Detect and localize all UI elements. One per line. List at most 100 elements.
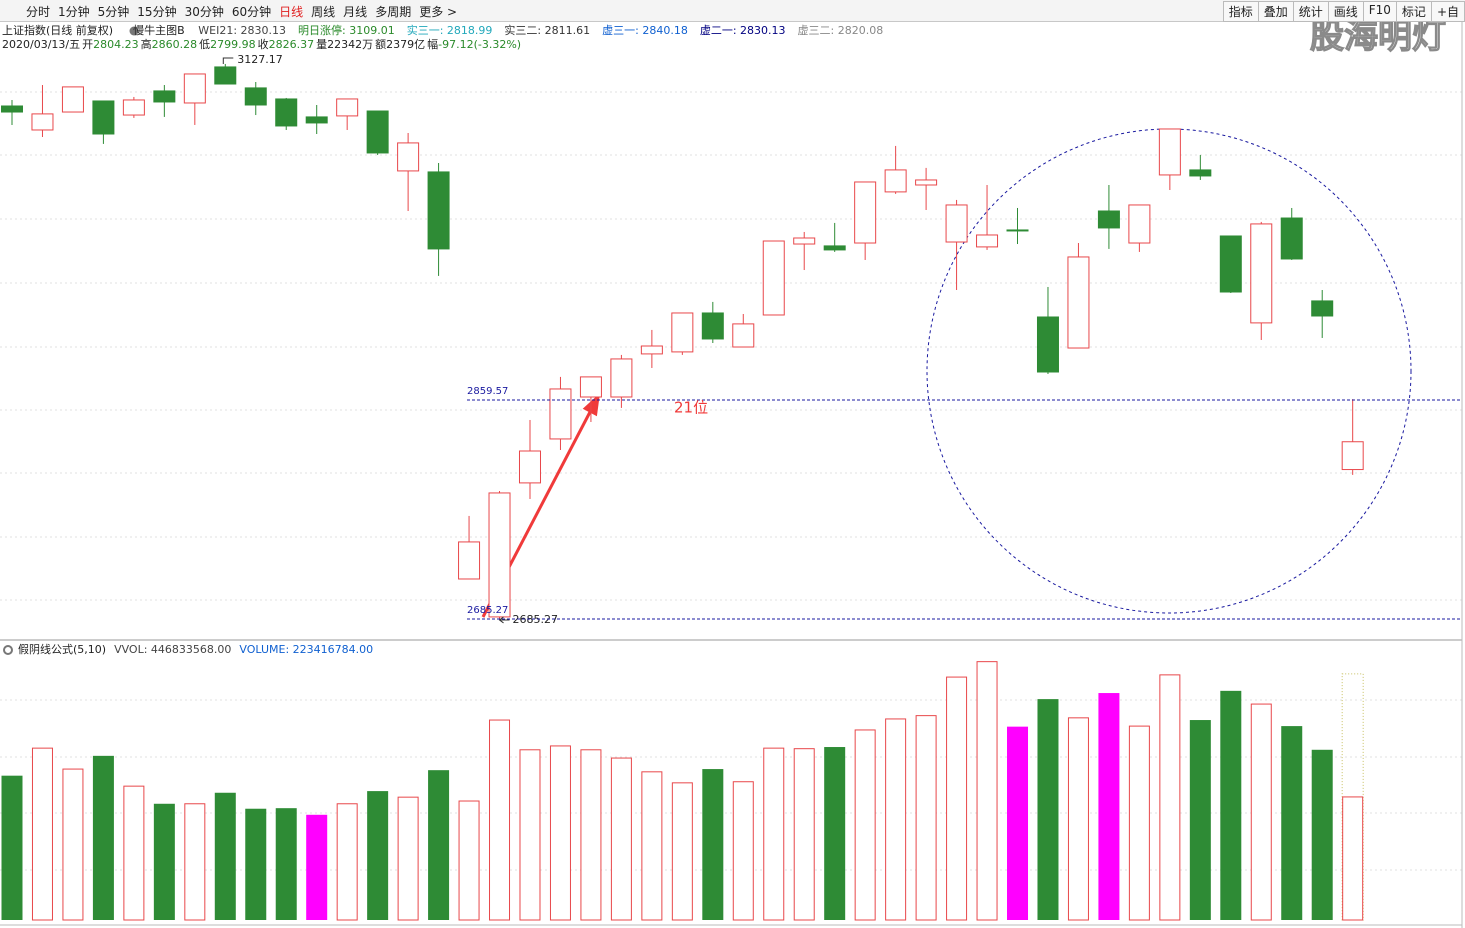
indicator-name: 假阴线公式(5,10) bbox=[18, 642, 106, 656]
candle-body bbox=[427, 171, 450, 250]
volume-bar bbox=[184, 803, 206, 921]
candle-body bbox=[31, 113, 54, 131]
period-tab[interactable]: 月线 bbox=[343, 5, 368, 19]
tool-button[interactable]: 统计 bbox=[1292, 1, 1329, 22]
volume-bar bbox=[123, 785, 145, 921]
volume-bar bbox=[976, 661, 998, 921]
volume-bar bbox=[763, 747, 785, 921]
volume-bar bbox=[336, 803, 358, 921]
volume-bar bbox=[1342, 796, 1364, 921]
volume-bar bbox=[1037, 699, 1059, 920]
volume-bar bbox=[549, 745, 571, 921]
tool-button[interactable]: 画线 bbox=[1327, 1, 1364, 22]
toolbar: 分时 1分钟 5分钟 15分钟 30分钟 60分钟 日线 周线 月线 多周期 更多 > 指标 叠加 统计画… bbox=[0, 0, 1465, 22]
candle-body bbox=[762, 240, 785, 316]
period-tab[interactable]: 日线 bbox=[279, 5, 304, 19]
period-tab[interactable]: 5分钟 bbox=[97, 5, 130, 19]
candle-body bbox=[884, 169, 907, 193]
candle-body bbox=[1067, 256, 1090, 349]
quote-field: 低 bbox=[199, 38, 210, 51]
volume-bar bbox=[245, 808, 267, 920]
candle-body bbox=[458, 541, 481, 580]
high-label: 3127.17 bbox=[237, 53, 282, 66]
indicator-value: 虚三二: 2820.08 bbox=[798, 24, 884, 37]
candle-body bbox=[640, 345, 663, 355]
volume-bar bbox=[1128, 725, 1150, 921]
candle-body bbox=[1, 105, 23, 113]
volume-bar bbox=[1159, 674, 1181, 921]
tool-buttons: 指标 叠加 统计 画线 F10 标记 +自 bbox=[1222, 1, 1465, 22]
period-tab[interactable]: 30分钟 bbox=[184, 5, 224, 19]
level-label: 2685.27 bbox=[467, 605, 508, 616]
indicator-value: 实三二: 2811.61 bbox=[504, 23, 590, 37]
candle-body bbox=[976, 234, 999, 248]
quote-field: 2799.98 bbox=[210, 38, 256, 51]
tool-button[interactable]: F10 bbox=[1362, 1, 1397, 22]
tool-button[interactable]: 指标 bbox=[1222, 1, 1259, 22]
quote-field: 2826.37 bbox=[269, 38, 315, 51]
level-label: 2859.57 bbox=[467, 386, 508, 397]
candle-body bbox=[1158, 128, 1181, 176]
candle-body bbox=[397, 142, 420, 172]
candle-body bbox=[366, 110, 389, 154]
price-grid bbox=[0, 91, 1462, 871]
volume-bar bbox=[306, 814, 328, 920]
quote-field: 高 bbox=[141, 37, 152, 51]
volume-bar bbox=[1067, 717, 1089, 921]
volume-bar bbox=[702, 769, 724, 920]
volume-bar bbox=[610, 757, 632, 921]
volume-bar bbox=[519, 749, 541, 921]
period-tab[interactable]: 多周期 bbox=[375, 5, 412, 19]
low-marker bbox=[498, 616, 510, 624]
indicator-value: VVOL: 446833568.00 bbox=[114, 643, 231, 656]
tool-button[interactable]: 标记 bbox=[1395, 1, 1432, 22]
candle-body bbox=[275, 98, 298, 127]
period-tab[interactable]: 更多 > bbox=[419, 5, 458, 19]
quote-field: 2020/03/13/五 bbox=[2, 38, 80, 51]
volume-bar bbox=[946, 676, 968, 921]
indicator-value: WEI21: 2830.13 bbox=[198, 24, 286, 37]
volume-bar bbox=[62, 768, 84, 921]
period-tab[interactable]: 分时 bbox=[26, 5, 51, 19]
quote-field: 开 bbox=[82, 38, 93, 51]
volume-bar bbox=[397, 796, 419, 921]
candle-body bbox=[945, 204, 968, 243]
chart-title: 上证指数(日线 前复权) bbox=[2, 23, 113, 37]
candle-body bbox=[153, 90, 176, 103]
volume-bar bbox=[671, 782, 693, 921]
candle-body bbox=[1036, 316, 1059, 373]
volume-bar bbox=[854, 729, 876, 921]
candle-body bbox=[579, 376, 602, 398]
period-tab[interactable]: 60分钟 bbox=[231, 5, 272, 19]
indicator-icon bbox=[3, 645, 13, 655]
period-tab[interactable]: 15分钟 bbox=[137, 5, 177, 19]
volume-bar bbox=[1220, 690, 1242, 920]
tool-button[interactable]: 叠加 bbox=[1257, 1, 1294, 22]
volume-bar bbox=[92, 755, 114, 920]
candle-body bbox=[1250, 223, 1273, 324]
quote-line: 2020/03/13/五 开2804.23 高2860.28 低2799.98 收282… bbox=[2, 37, 521, 51]
volume-bar bbox=[489, 719, 511, 921]
volume-bar bbox=[1007, 726, 1029, 920]
annotation: 21位 bbox=[674, 399, 708, 417]
watermark: 股海明灯 bbox=[1310, 17, 1446, 57]
candle-body bbox=[336, 98, 359, 117]
candle-body bbox=[1006, 229, 1029, 232]
candle-body bbox=[1280, 217, 1303, 260]
period-tab[interactable]: 1分钟 bbox=[58, 5, 90, 19]
tool-button[interactable]: +自 bbox=[1430, 1, 1465, 22]
volume-bar bbox=[1, 775, 23, 920]
header-line: 上证指数(日线 前复权) 慢牛主图B WEI21: 2830.13 明日涨停: 310… bbox=[2, 23, 883, 37]
candle-body bbox=[305, 116, 328, 124]
indicator-value: VOLUME: 223416784.00 bbox=[239, 643, 373, 656]
candle-body bbox=[1341, 441, 1364, 471]
indicator-value: 虚三一: 2840.18 bbox=[602, 24, 688, 37]
candle-body bbox=[671, 312, 694, 353]
volume-bar bbox=[458, 800, 480, 921]
candle-body bbox=[1128, 204, 1151, 244]
period-tab[interactable]: 周线 bbox=[311, 5, 336, 19]
volume-bar bbox=[1189, 720, 1211, 920]
candle-body bbox=[518, 450, 541, 484]
